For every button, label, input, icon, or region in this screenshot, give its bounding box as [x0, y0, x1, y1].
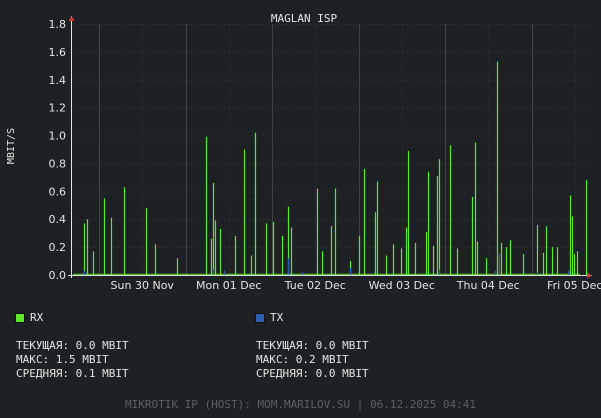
- y-axis-arrow-icon: [68, 16, 75, 21]
- chart-title: MAGLAN ISP: [271, 12, 338, 25]
- y-tick-label: 0.0: [49, 269, 67, 282]
- tx-avg: СРЕДНЯЯ: 0.0 MBIT: [256, 367, 369, 380]
- y-tick-label: 1.2: [49, 102, 67, 115]
- x-tick-label: Tue 02 Dec: [284, 279, 346, 292]
- x-axis-arrow-icon: [587, 272, 592, 279]
- x-tick-label: Mon 01 Dec: [196, 279, 261, 292]
- x-tick-label: Sun 30 Nov: [111, 279, 175, 292]
- rx-legend-label: RX: [30, 311, 44, 324]
- tx-legend-label: TX: [270, 311, 284, 324]
- axes: [68, 16, 592, 279]
- tx-legend-swatch: [255, 313, 265, 323]
- y-tick-label: 1.6: [49, 46, 67, 59]
- x-tick-label: Wed 03 Dec: [369, 279, 435, 292]
- traffic-chart: MAGLAN ISP MBIT/S 0.0 0.2 0.4 0.6 0.8 1.0 1.2 1…: [6, 12, 601, 292]
- y-tick-label: 1.4: [49, 74, 67, 87]
- y-tick-label: 0.8: [49, 157, 67, 170]
- y-tick-label: 0.6: [49, 185, 67, 198]
- series-layer: [73, 61, 588, 275]
- y-tick-label: 1.0: [49, 130, 67, 143]
- x-tick-label: Thu 04 Dec: [456, 279, 520, 292]
- grid: [71, 24, 590, 276]
- tick-labels: 0.0 0.2 0.4 0.6 0.8 1.0 1.2 1.4 1.6 1.8 Sun 30 Nov…: [49, 18, 601, 292]
- tx-max: МАКС: 0.2 MBIT: [256, 353, 349, 366]
- rx-avg: СРЕДНЯЯ: 0.1 MBIT: [16, 367, 129, 380]
- series-tx: [83, 254, 570, 275]
- footer-host-info: MIKROTIK IP (HOST): MOM.MARILOV.SU | 06.…: [125, 398, 476, 411]
- y-tick-label: 1.8: [49, 18, 67, 31]
- rx-current: ТЕКУЩАЯ: 0.0 MBIT: [16, 339, 129, 352]
- rx-legend-swatch: [15, 313, 25, 323]
- rx-max: МАКС: 1.5 MBIT: [16, 353, 109, 366]
- series-rx: [73, 61, 588, 275]
- y-tick-label: 0.2: [49, 241, 67, 254]
- tx-current: ТЕКУЩАЯ: 0.0 MBIT: [256, 339, 369, 352]
- x-tick-label: Fri 05 Dec: [547, 279, 601, 292]
- y-axis-label: MBIT/S: [6, 128, 17, 164]
- y-tick-label: 0.4: [49, 213, 67, 226]
